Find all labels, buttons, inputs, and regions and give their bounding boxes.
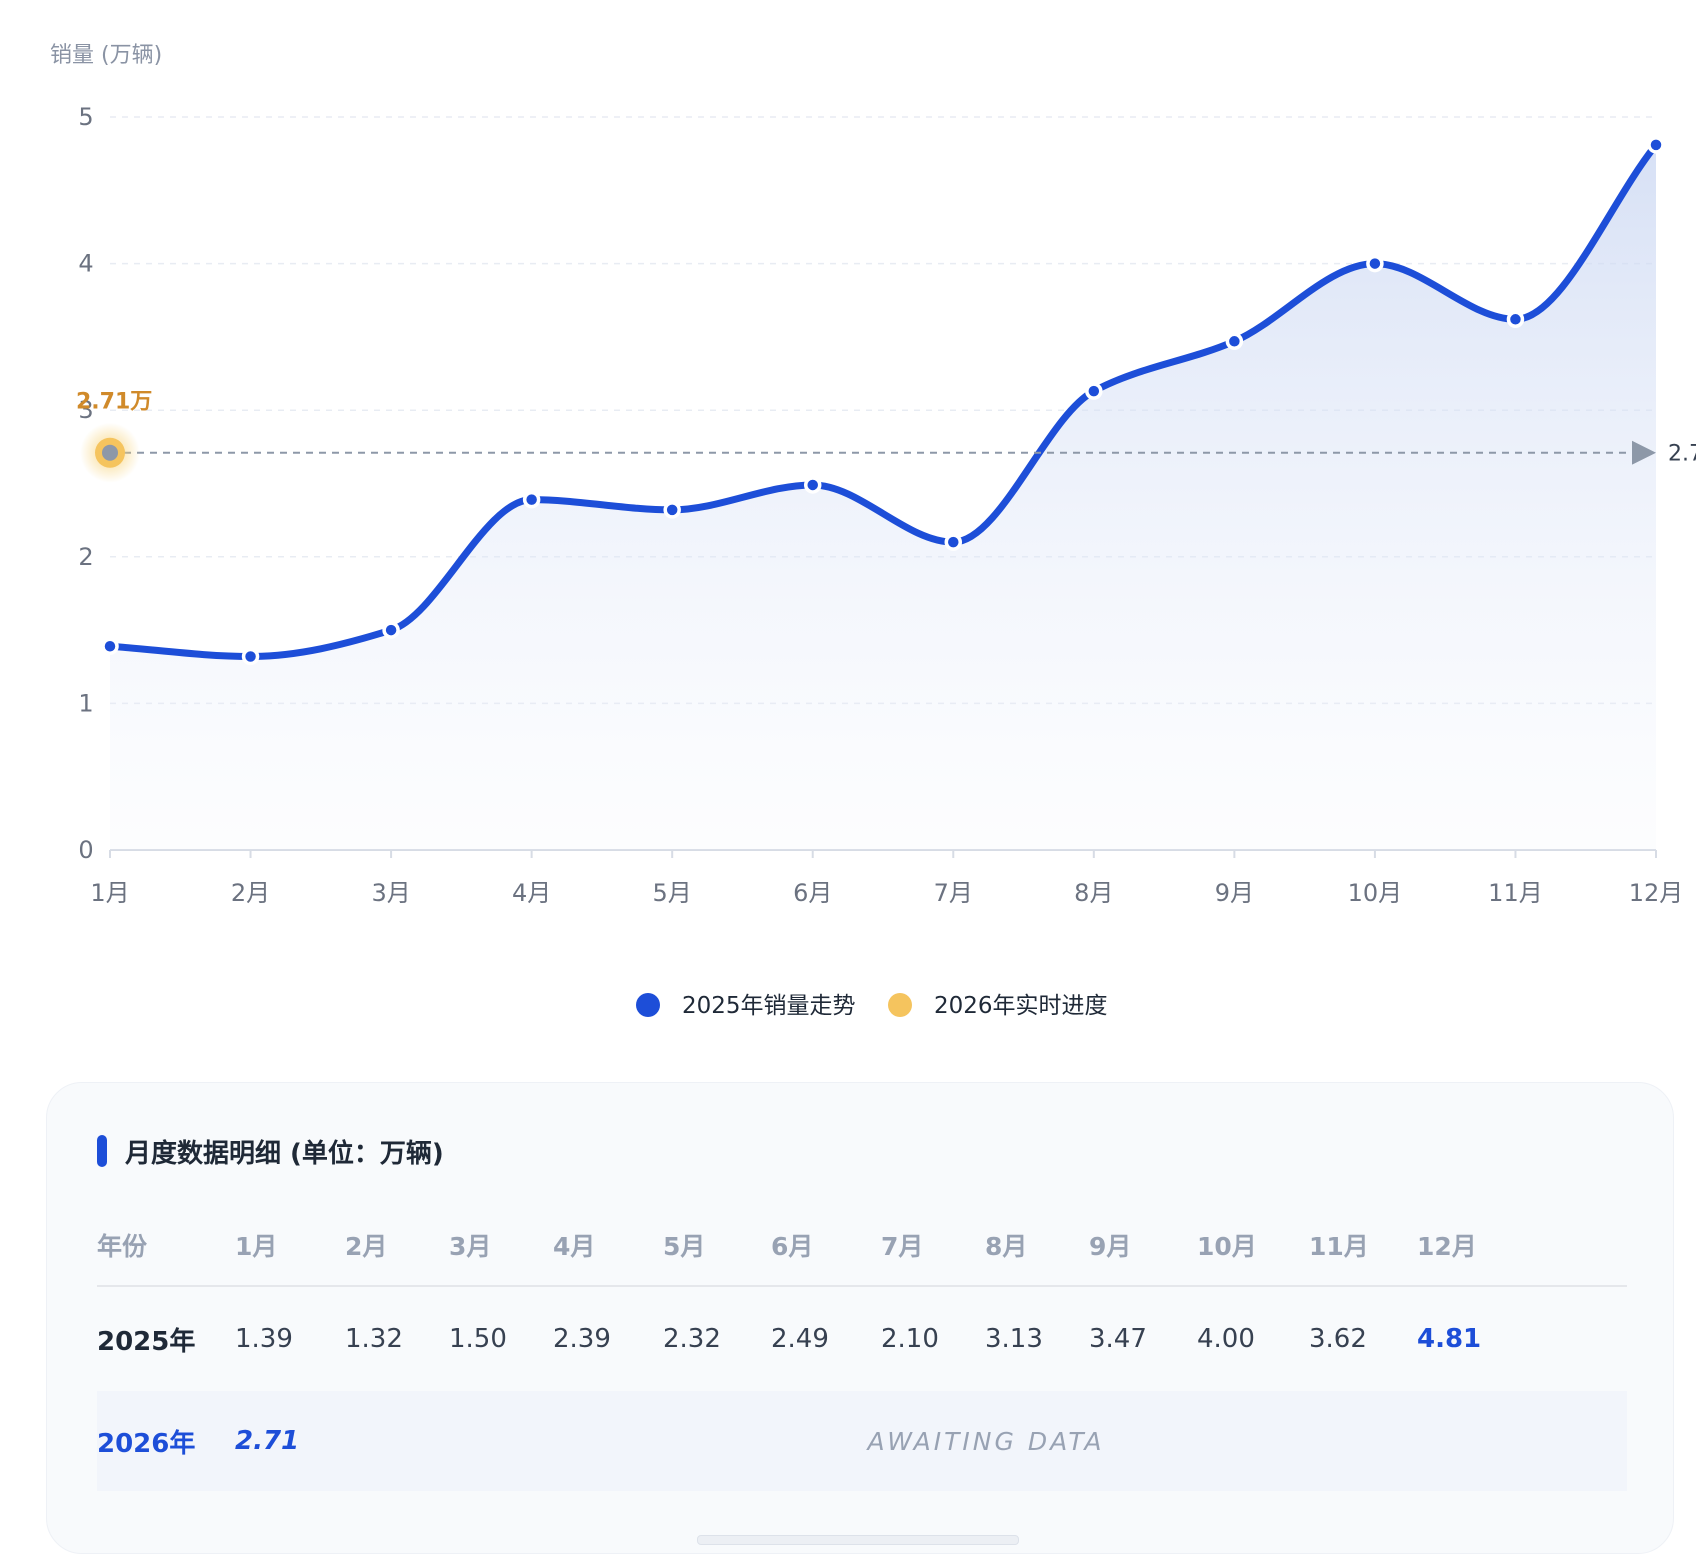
table-cell: 3.47 — [1089, 1324, 1147, 1354]
y-tick-label: 1 — [78, 689, 93, 717]
data-point — [522, 490, 541, 509]
table-cell: 2.32 — [663, 1324, 721, 1354]
data-point — [382, 621, 400, 639]
data-point — [1506, 310, 1525, 329]
horizontal-scrollbar[interactable] — [697, 1535, 1019, 1545]
series-2025-area — [110, 144, 1656, 850]
series-2025-points — [101, 136, 1665, 666]
table-cell: 1.39 — [235, 1324, 293, 1354]
header-month: 3月 — [449, 1213, 553, 1287]
y-tick-label: 2 — [78, 543, 93, 571]
awaiting-data-text: AWAITING DATA — [345, 1391, 1627, 1491]
y-axis: 0 1 2 3 4 5 — [78, 103, 93, 864]
legend-2026-dot — [888, 993, 912, 1017]
table-row-2025: 2025年 1.39 1.32 1.50 2.39 2.32 2.49 2.10… — [97, 1286, 1627, 1391]
monthly-data-table: 年份 1月 2月 3月 4月 5月 6月 7月 8月 9月 10月 11月 12… — [97, 1213, 1627, 1491]
data-point — [944, 533, 963, 551]
header-month: 5月 — [663, 1213, 771, 1287]
current-2026-marker — [80, 422, 140, 483]
table-row-2026: 2026年 2.71 AWAITING DATA — [97, 1391, 1627, 1491]
x-tick-label: 4月 — [512, 879, 551, 907]
y-tick-label: 0 — [78, 836, 93, 864]
row-label-2026: 2026年 — [97, 1391, 235, 1491]
data-point — [803, 476, 822, 494]
y-tick-label: 4 — [78, 250, 93, 278]
x-tick-label: 11月 — [1488, 879, 1543, 907]
legend-2025-dot — [636, 993, 660, 1017]
x-tick-label: 7月 — [934, 879, 973, 907]
y-tick-label: 5 — [78, 103, 93, 131]
table-cell: 2.49 — [771, 1324, 829, 1354]
table-header-row: 年份 1月 2月 3月 4月 5月 6月 7月 8月 9月 10月 11月 12… — [97, 1213, 1627, 1287]
x-tick-label: 8月 — [1074, 879, 1113, 907]
x-tick-label: 5月 — [653, 879, 692, 907]
header-month: 10月 — [1197, 1213, 1309, 1287]
data-point — [101, 637, 119, 655]
header-year: 年份 — [97, 1213, 235, 1287]
table-cell-max: 4.81 — [1417, 1324, 1482, 1354]
header-month: 11月 — [1309, 1213, 1417, 1287]
table-cell: 3.13 — [985, 1324, 1043, 1354]
header-month: 9月 — [1089, 1213, 1197, 1287]
row-label-2025: 2025年 — [97, 1326, 196, 1357]
x-tick-label: 2月 — [231, 879, 270, 907]
header-month: 7月 — [881, 1213, 985, 1287]
table-cell: 1.32 — [345, 1324, 403, 1354]
table-cell: 1.50 — [449, 1324, 507, 1354]
y-axis-title: 销量 (万辆) — [50, 43, 162, 68]
current-2026-value-label: 2.71万 — [76, 390, 152, 415]
table-cell: 2.39 — [553, 1324, 611, 1354]
current-marker-dot — [102, 444, 118, 461]
header-month: 8月 — [985, 1213, 1089, 1287]
x-tick-label: 6月 — [793, 879, 832, 907]
x-tick-label: 10月 — [1348, 879, 1403, 907]
header-month: 12月 — [1417, 1213, 1627, 1287]
monthly-detail-card: 月度数据明细 (单位：万辆) 年份 1月 2月 3月 4月 5月 6月 7月 8… — [46, 1082, 1674, 1554]
legend-2026-label[interactable]: 2026年实时进度 — [934, 993, 1108, 1019]
table-cell: 3.62 — [1309, 1324, 1367, 1354]
data-point — [1647, 136, 1665, 154]
data-point — [1085, 382, 1103, 400]
card-title: 月度数据明细 (单位：万辆) — [97, 1131, 444, 1171]
x-axis: 1月 2月 3月 4月 5月 6月 7月 8月 9月 10月 11月 12月 — [90, 849, 1684, 907]
data-point — [663, 501, 681, 519]
table-cell-2026-jan: 2.71 — [235, 1391, 345, 1491]
legend: 2025年销量走势 2026年实时进度 — [636, 993, 1108, 1019]
legend-2025-label[interactable]: 2025年销量走势 — [682, 993, 856, 1019]
y-tick-label: 3 — [78, 396, 93, 424]
data-point — [241, 647, 260, 666]
reference-line-label: 2.7 — [1668, 442, 1696, 467]
x-tick-label: 9月 — [1215, 879, 1254, 907]
table-cell: 2.10 — [881, 1324, 939, 1354]
table-cell: 4.00 — [1197, 1324, 1255, 1354]
x-tick-label: 12月 — [1629, 879, 1684, 907]
header-month: 2月 — [345, 1213, 449, 1287]
data-point — [1225, 332, 1244, 351]
header-month: 6月 — [771, 1213, 881, 1287]
data-point — [1366, 254, 1384, 273]
x-tick-label: 3月 — [371, 879, 410, 907]
card-title-text: 月度数据明细 (单位：万辆) — [125, 1138, 444, 1169]
header-month: 4月 — [553, 1213, 663, 1287]
header-month: 1月 — [235, 1213, 345, 1287]
x-tick-label: 1月 — [90, 879, 129, 907]
title-accent-bar — [97, 1135, 107, 1167]
